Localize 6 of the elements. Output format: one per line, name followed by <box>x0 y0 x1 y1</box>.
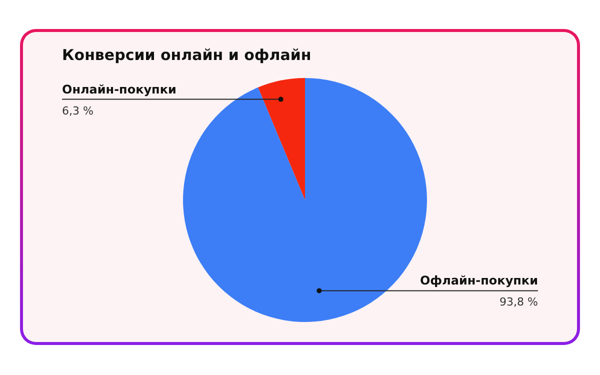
data-label: 93,8 % <box>500 296 538 309</box>
pie-slice <box>258 78 305 200</box>
slice-label: Офлайн-покупки <box>420 274 538 288</box>
slice-label: Онлайн-покупки <box>62 82 176 96</box>
chart-title: Конверсии онлайн и офлайн <box>62 46 312 64</box>
data-label: 6,3 % <box>62 104 94 118</box>
